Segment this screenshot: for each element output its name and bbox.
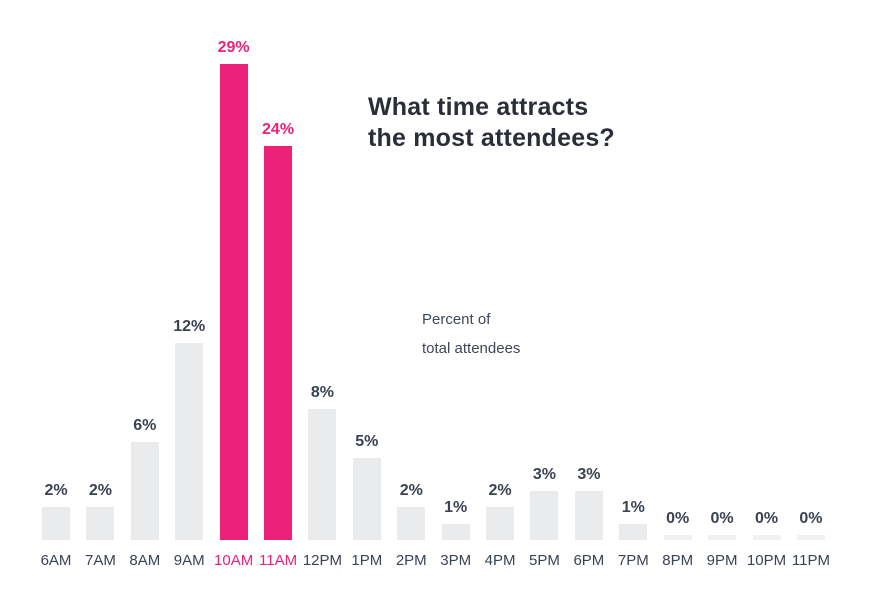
- axis-label-2pm: 2PM: [395, 552, 427, 569]
- axis-label-10pm: 10PM: [746, 552, 787, 569]
- bar-column-2pm: 2%: [397, 481, 426, 540]
- bar-value-10pm: 0%: [754, 510, 779, 527]
- bar-value-3pm: 1%: [444, 499, 468, 516]
- axis-cell-6pm: 6PM: [573, 551, 605, 571]
- bar-9pm: [708, 535, 737, 540]
- bar-column-7am: 2%: [86, 481, 115, 540]
- axis-label-11pm: 11PM: [791, 552, 830, 569]
- bar-value-11pm: 0%: [799, 510, 823, 527]
- bar-value-7pm: 1%: [621, 499, 645, 516]
- axis-cell-6am: 6AM: [40, 551, 72, 571]
- chart-title: What time attracts the most attendees?: [368, 93, 615, 152]
- bar-12pm: [308, 409, 337, 540]
- bar-column-3pm: 1%: [441, 498, 470, 540]
- bar-7am: [86, 507, 115, 540]
- axis-label-5pm: 5PM: [529, 552, 560, 569]
- axis-label-7pm: 7PM: [617, 552, 649, 569]
- axis-label-11am: 11AM: [259, 552, 298, 569]
- axis-label-7am: 7AM: [84, 552, 116, 569]
- axis-cell-4pm: 4PM: [484, 551, 516, 571]
- bar-value-2pm: 2%: [399, 482, 423, 499]
- bar-8am: [130, 442, 159, 540]
- axis-label-9am: 9AM: [173, 552, 205, 569]
- axis-label-8am: 8AM: [129, 552, 161, 569]
- axis-label-8pm: 8PM: [662, 552, 694, 569]
- axis-cell-12pm: 12PM: [303, 551, 342, 571]
- bar-4pm: [486, 507, 515, 540]
- bar-column-6pm: 3%: [574, 465, 603, 540]
- bar-chart: 2% 2% 6% 12% 29% 24% 8% 5% 2% 1% 2% 3% 3% 1% 0% 0% 0% 0%: [42, 0, 825, 540]
- bar-value-11am: 24%: [262, 121, 295, 138]
- bar-11am: [264, 146, 293, 540]
- bar-column-9pm: 0%: [708, 509, 737, 540]
- axis-cell-10pm: 10PM: [747, 551, 786, 571]
- bar-11pm: [796, 535, 825, 540]
- axis-label-4pm: 4PM: [484, 552, 516, 569]
- bar-value-10am: 29%: [217, 39, 250, 56]
- bar-column-10am: 29%: [217, 38, 250, 540]
- bar-column-11pm: 0%: [796, 509, 825, 540]
- bar-value-4pm: 2%: [488, 482, 512, 499]
- bar-7pm: [619, 524, 648, 540]
- axis-cell-7am: 7AM: [84, 551, 116, 571]
- bar-10pm: [752, 535, 781, 540]
- axis-cell-7pm: 7PM: [617, 551, 649, 571]
- bar-2pm: [397, 507, 426, 540]
- bar-value-5pm: 3%: [532, 466, 557, 483]
- axis-label-6pm: 6PM: [573, 552, 605, 569]
- bar-6am: [42, 507, 70, 540]
- axis-label-12pm: 12PM: [302, 552, 343, 569]
- bar-10am: [219, 64, 248, 540]
- bar-value-8pm: 0%: [666, 510, 690, 527]
- bar-column-4pm: 2%: [486, 481, 515, 540]
- axis-cell-5pm: 5PM: [529, 551, 560, 571]
- axis-cell-9am: 9AM: [173, 551, 205, 571]
- axis-cell-11pm: 11PM: [792, 551, 830, 571]
- bar-column-8am: 6%: [130, 416, 159, 540]
- bar-column-10pm: 0%: [752, 509, 781, 540]
- axis-label-6am: 6AM: [40, 552, 72, 569]
- axis-cell-1pm: 1PM: [351, 551, 383, 571]
- bar-value-1pm: 5%: [355, 433, 379, 450]
- bar-column-11am: 24%: [262, 120, 295, 540]
- bar-3pm: [441, 524, 470, 540]
- axis-label-10am: 10AM: [214, 552, 254, 569]
- bar-value-9pm: 0%: [710, 510, 734, 527]
- bar-value-9am: 12%: [173, 318, 206, 335]
- bar-value-8am: 6%: [133, 417, 157, 434]
- bar-value-6pm: 3%: [577, 466, 601, 483]
- axis-cell-10am: 10AM: [214, 551, 253, 571]
- bar-5pm: [530, 491, 559, 540]
- x-axis: 6AM 7AM 8AM 9AM 10AM 11AM 12PM 1PM 2PM 3PM 4PM 5PM 6…: [40, 551, 830, 571]
- axis-label-1pm: 1PM: [351, 552, 383, 569]
- bar-6pm: [574, 491, 603, 540]
- bar-column-12pm: 8%: [308, 383, 337, 540]
- axis-cell-9pm: 9PM: [706, 551, 738, 571]
- bar-column-5pm: 3%: [530, 465, 559, 540]
- axis-label-9pm: 9PM: [706, 552, 738, 569]
- bar-column-6am: 2%: [42, 481, 70, 540]
- bar-column-7pm: 1%: [619, 498, 648, 540]
- bar-value-12pm: 8%: [310, 384, 334, 401]
- bar-column-9am: 12%: [173, 317, 206, 540]
- chart-annotation: Percent of total attendees: [422, 311, 521, 357]
- axis-cell-11am: 11AM: [259, 551, 297, 571]
- axis-cell-3pm: 3PM: [440, 551, 472, 571]
- axis-cell-2pm: 2PM: [395, 551, 427, 571]
- bar-value-6am: 2%: [44, 482, 68, 499]
- bar-8pm: [663, 535, 692, 540]
- axis-cell-8am: 8AM: [129, 551, 161, 571]
- axis-label-3pm: 3PM: [440, 552, 472, 569]
- bar-column-1pm: 5%: [352, 432, 381, 540]
- bar-1pm: [352, 458, 381, 540]
- bar-column-8pm: 0%: [663, 509, 692, 540]
- bar-9am: [175, 343, 204, 540]
- axis-cell-8pm: 8PM: [662, 551, 694, 571]
- bar-value-7am: 2%: [88, 482, 112, 499]
